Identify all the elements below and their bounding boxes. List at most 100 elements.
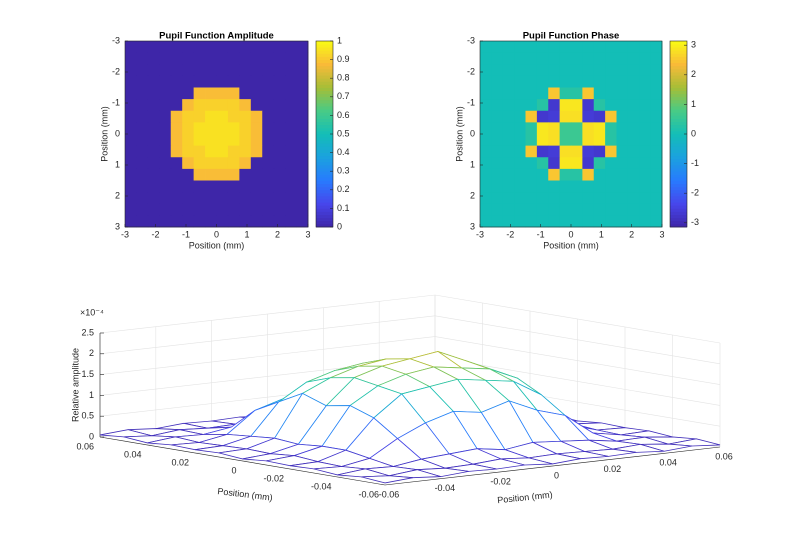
heatmap-cell xyxy=(582,87,595,100)
heatmap-cell xyxy=(296,157,309,170)
heatmap-cell xyxy=(136,192,149,205)
heatmap-cell xyxy=(193,215,206,228)
heatmap-cell xyxy=(616,110,629,123)
z-tick-label: 0.5 xyxy=(81,411,94,421)
colorbar-swatch xyxy=(316,78,333,82)
heatmap-cell xyxy=(273,180,286,193)
heatmap-cell xyxy=(125,41,137,54)
heatmap-cell xyxy=(650,75,663,88)
heatmap-cell xyxy=(136,75,149,88)
heatmap-cell xyxy=(502,52,515,65)
heatmap-cell xyxy=(548,215,561,228)
heatmap-cell xyxy=(170,134,183,147)
colorbar-swatch xyxy=(316,81,333,85)
colorbar-tick-label: 0.3 xyxy=(337,166,350,176)
colorbar-swatch xyxy=(670,124,687,129)
x-tick-label: 0.02 xyxy=(604,464,622,474)
y-tick-label: -1 xyxy=(112,97,120,107)
colorbar-swatch xyxy=(670,47,687,51)
heatmap-cell xyxy=(605,215,617,228)
heatmap-cell xyxy=(605,99,617,112)
heatmap-cell xyxy=(170,52,183,65)
heatmap-cell xyxy=(125,203,137,216)
heatmap-cell xyxy=(159,215,172,228)
heatmap-cell xyxy=(571,75,583,88)
z-tick-label: 1.5 xyxy=(81,369,94,379)
heatmap-cell xyxy=(296,180,309,193)
colorbar-swatch xyxy=(670,115,687,119)
y-tick-label: -2 xyxy=(467,66,475,76)
heatmap-cell xyxy=(593,168,606,181)
colorbar-swatch xyxy=(316,84,333,88)
x-tick-label: 2 xyxy=(629,229,634,239)
heatmap-cell xyxy=(182,215,195,228)
z-exponent: ×10⁻⁴ xyxy=(80,307,104,317)
colorbar-swatch xyxy=(316,214,333,219)
heatmap-cell xyxy=(480,110,492,123)
heatmap-cell xyxy=(250,41,263,54)
y-tick-label: 0.02 xyxy=(171,457,189,467)
heatmap-cell xyxy=(125,157,137,170)
colorbar-swatch xyxy=(670,189,687,194)
heatmap-cell xyxy=(239,134,252,147)
heatmap-cell xyxy=(639,110,652,123)
heatmap-cell xyxy=(571,180,583,193)
colorbar-swatch xyxy=(316,174,333,178)
heatmap-cell xyxy=(170,41,183,54)
y-tick-label: 0 xyxy=(470,128,475,138)
heatmap-cell xyxy=(491,52,504,65)
heatmap-cell xyxy=(239,75,252,88)
heatmap-cell xyxy=(170,192,183,205)
grid-line xyxy=(434,315,721,365)
heatmap-cell xyxy=(593,64,606,77)
heatmap-cell xyxy=(273,41,286,54)
y-axis-label: Position (mm) xyxy=(454,106,464,162)
colorbar-tick-label: 0.5 xyxy=(337,128,350,138)
y-tick-label: -0.04 xyxy=(311,481,332,491)
heatmap-cell xyxy=(227,87,240,100)
colorbar-swatch xyxy=(670,146,687,150)
heatmap-cell xyxy=(536,75,549,88)
heatmap-cell xyxy=(159,122,172,135)
heatmap-cell xyxy=(480,64,492,77)
x-axis-label: Position (mm) xyxy=(543,240,599,250)
heatmap-cell xyxy=(273,192,286,205)
colorbar-swatch xyxy=(670,158,687,163)
colorbar-swatch xyxy=(670,214,687,219)
colorbar-swatch xyxy=(670,87,687,91)
heatmap-cell xyxy=(250,215,263,228)
heatmap-cell xyxy=(514,87,526,100)
colorbar-swatch xyxy=(670,84,687,88)
colorbar-tick-label: 0.6 xyxy=(337,110,350,120)
heatmap-cell xyxy=(627,75,640,88)
heatmap-cell xyxy=(627,87,640,100)
heatmap-cell xyxy=(250,192,263,205)
heatmap-cell xyxy=(216,122,229,135)
heatmap-cell xyxy=(227,157,240,170)
y-tick-label: -3 xyxy=(112,35,120,45)
heatmap-cell xyxy=(136,157,149,170)
heatmap-cell xyxy=(593,215,606,228)
heatmap-cell xyxy=(559,203,572,216)
heatmap-cell xyxy=(502,215,515,228)
heatmap-cell xyxy=(582,168,595,181)
heatmap-cell xyxy=(182,157,195,170)
heatmap-cell xyxy=(147,87,160,100)
heatmap-cell xyxy=(227,203,240,216)
heatmap-cell xyxy=(514,64,526,77)
heatmap-cell xyxy=(273,145,286,158)
heatmap-cell xyxy=(571,110,583,123)
heatmap-cell xyxy=(205,145,217,158)
heatmap-cell xyxy=(525,180,538,193)
heatmap-cell xyxy=(480,180,492,193)
colorbar-tick-label: 0.2 xyxy=(337,184,350,194)
heatmap-cell xyxy=(502,192,515,205)
colorbar-swatch xyxy=(670,56,687,60)
colorbar-swatch xyxy=(316,99,333,104)
heatmap-cell xyxy=(125,87,137,100)
heatmap-cell xyxy=(548,180,561,193)
heatmap-cell xyxy=(262,215,275,228)
heatmap-cell xyxy=(296,99,309,112)
z-tick-label: 2.5 xyxy=(81,327,94,337)
heatmap-cell xyxy=(147,52,160,65)
